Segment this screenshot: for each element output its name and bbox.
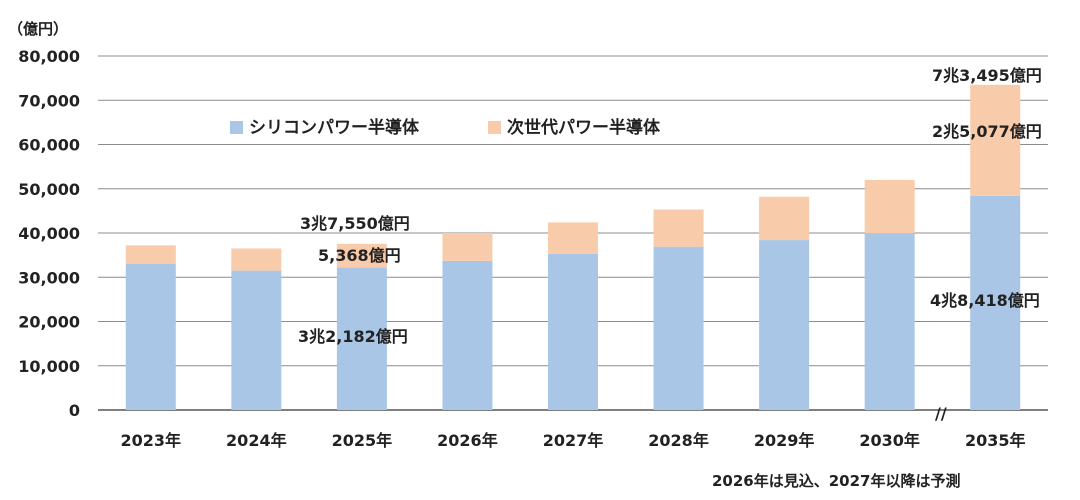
y-axis-unit-label: （億円）	[8, 20, 68, 38]
x-tick-label: 2035年	[965, 431, 1026, 450]
footnote: 2026年は見込、2027年以降は予測	[712, 472, 961, 490]
bar-silicon	[442, 260, 493, 410]
bar-silicon	[653, 246, 704, 410]
y-tick-label: 70,000	[18, 91, 80, 110]
y-axis-ticks: 0 10,000 20,000 30,000 40,000 50,000 60,000 70,…	[18, 47, 80, 420]
annotation-next-gen-2025: 5,368億円	[318, 246, 401, 265]
annotation-total-2025: 3兆7,550億円	[300, 214, 410, 233]
bar-next-gen	[864, 179, 915, 233]
x-tick-label: 2023年	[121, 431, 182, 450]
y-tick-label: 50,000	[18, 180, 80, 199]
x-tick-label: 2029年	[754, 431, 815, 450]
annotation-next-gen-2035: 2兆5,077億円	[932, 122, 1042, 141]
y-tick-label: 10,000	[18, 357, 80, 376]
x-tick-label: 2025年	[332, 431, 393, 450]
bar-next-gen	[653, 209, 704, 247]
y-tick-label: 80,000	[18, 47, 80, 66]
y-tick-label: 30,000	[18, 268, 80, 287]
legend-label-silicon: シリコンパワー半導体	[249, 117, 420, 138]
bar-silicon	[548, 253, 598, 410]
bar-silicon	[970, 195, 1021, 410]
x-tick-label: 2030年	[859, 431, 920, 450]
annotation-total-2035: 7兆3,495億円	[932, 66, 1042, 85]
y-tick-label: 60,000	[18, 136, 80, 155]
x-tick-label: 2026年	[437, 431, 498, 450]
x-axis-labels: 2023年 2024年 2025年 2026年 2027年 2028年 2029年 2030年…	[121, 431, 1026, 450]
annotation-silicon-2025: 3兆2,182億円	[298, 327, 408, 346]
y-tick-label: 40,000	[18, 224, 80, 243]
legend: シリコンパワー半導体 次世代パワー半導体	[230, 117, 661, 138]
bars	[125, 84, 1021, 410]
bar-next-gen	[548, 222, 598, 254]
y-tick-label: 0	[69, 401, 80, 420]
bar-silicon	[759, 240, 810, 410]
bar-next-gen	[125, 245, 176, 264]
legend-swatch-silicon	[230, 121, 243, 134]
bar-silicon	[336, 267, 387, 410]
x-tick-label: 2024年	[226, 431, 287, 450]
bar-next-gen	[970, 84, 1021, 196]
axis-break-marker: //	[935, 404, 947, 423]
annotation-silicon-2035: 4兆8,418億円	[930, 291, 1040, 310]
y-tick-label: 20,000	[18, 313, 80, 332]
bar-next-gen	[231, 248, 282, 271]
bar-next-gen	[759, 196, 810, 241]
bar-next-gen	[336, 243, 387, 268]
bar-silicon	[864, 233, 915, 410]
legend-swatch-next-gen	[488, 121, 501, 134]
bar-next-gen	[442, 233, 493, 261]
bar-silicon	[231, 270, 282, 410]
legend-label-next-gen: 次世代パワー半導体	[507, 117, 661, 138]
x-tick-label: 2027年	[543, 431, 604, 450]
bar-silicon	[125, 263, 176, 410]
x-tick-label: 2028年	[648, 431, 709, 450]
